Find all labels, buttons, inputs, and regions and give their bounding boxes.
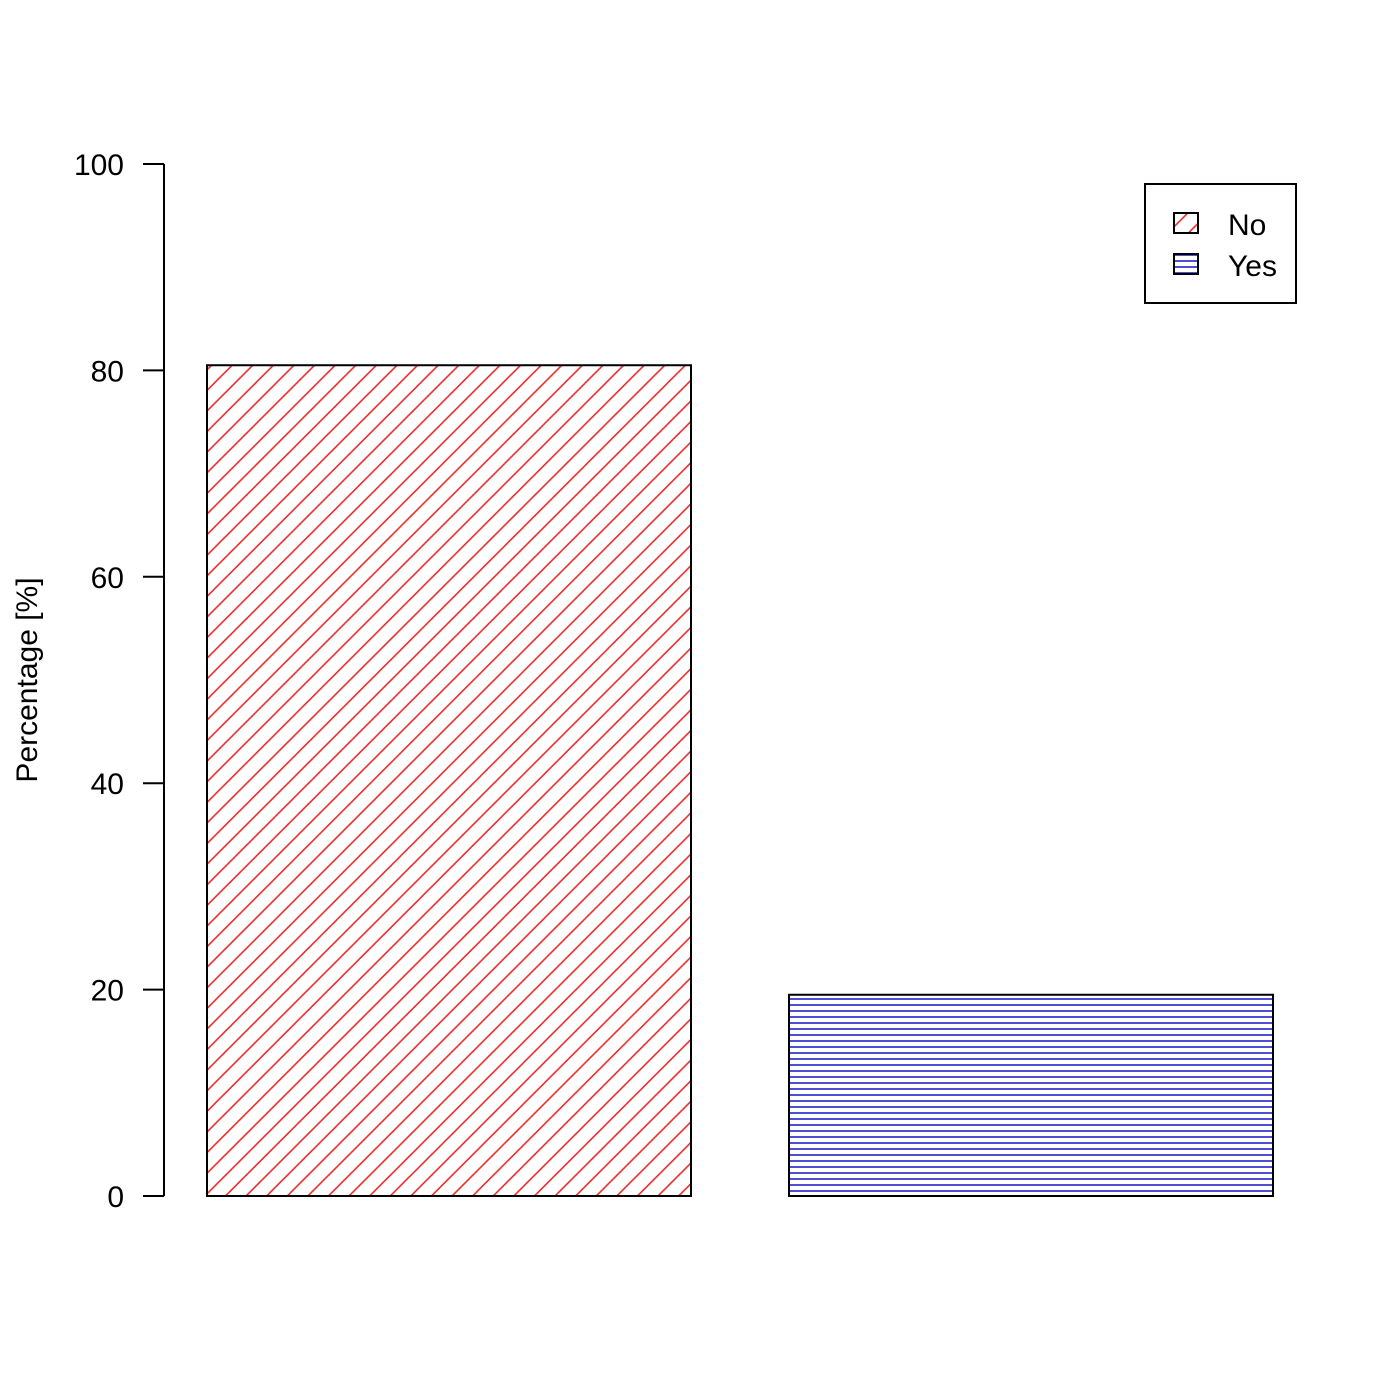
y-tick-label: 0 bbox=[107, 1181, 124, 1214]
y-tick-label: 80 bbox=[91, 355, 124, 388]
legend-box bbox=[1144, 183, 1297, 304]
bar-yes bbox=[788, 993, 1274, 1198]
bar-no bbox=[206, 364, 692, 1197]
y-axis-title: Percentage [%] bbox=[11, 577, 44, 782]
legend: No Yes bbox=[1144, 183, 1297, 304]
legend-label-no: No bbox=[1228, 209, 1266, 242]
legend-label-yes: Yes bbox=[1228, 250, 1277, 283]
y-axis: 0 20 40 60 80 100 bbox=[74, 149, 165, 1214]
y-tick-label: 20 bbox=[91, 975, 124, 1008]
legend-swatch-no bbox=[1173, 212, 1199, 234]
bars-group bbox=[206, 364, 1274, 1198]
y-tick-label: 100 bbox=[74, 149, 124, 182]
y-tick-label: 40 bbox=[91, 768, 124, 801]
legend-swatch-yes bbox=[1173, 253, 1199, 275]
y-tick-label: 60 bbox=[91, 562, 124, 595]
